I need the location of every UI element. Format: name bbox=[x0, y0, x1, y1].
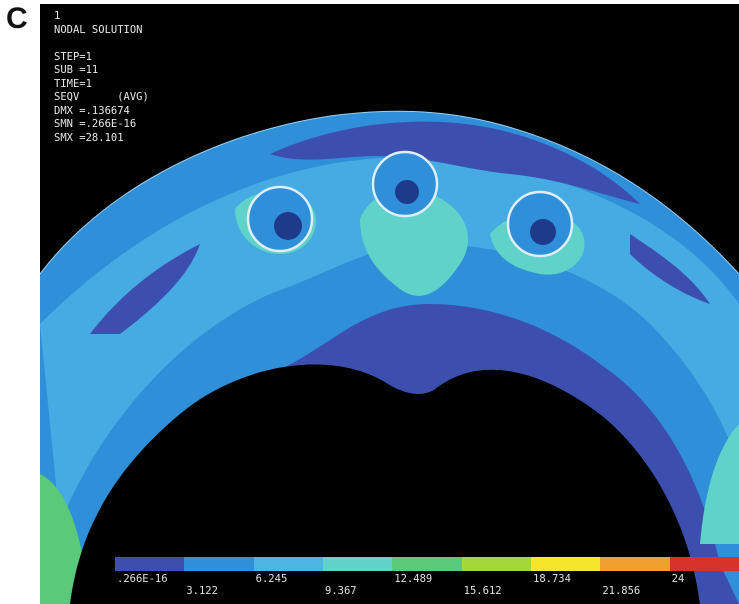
info-line-smx: SMX =28.101 bbox=[54, 131, 124, 144]
legend-label: 12.489 bbox=[394, 573, 433, 585]
legend-label: 9.367 bbox=[325, 585, 357, 597]
solution-title: NODAL SOLUTION bbox=[54, 23, 143, 36]
legend-label: .266E-16 bbox=[117, 573, 168, 585]
legend-label: 18.734 bbox=[533, 573, 571, 585]
fea-viewport[interactable]: 1 NODAL SOLUTION STEP=1 SUB =11 TIME=1 S… bbox=[40, 4, 739, 604]
legend-swatch bbox=[115, 557, 185, 571]
stress-contour-plot bbox=[40, 110, 739, 604]
window-number: 1 bbox=[54, 10, 61, 22]
low-stress-right-patch bbox=[630, 234, 710, 304]
panel-label: C bbox=[6, 2, 28, 35]
legend-swatch bbox=[323, 557, 393, 571]
info-line-time: TIME=1 bbox=[54, 77, 92, 90]
legend-label: 24 bbox=[671, 573, 685, 585]
legend-swatch bbox=[531, 557, 601, 571]
legend-swatch bbox=[184, 557, 255, 571]
legend-label: 6.245 bbox=[255, 573, 288, 585]
info-line-smn: SMN =.266E-16 bbox=[54, 118, 137, 130]
info-line-dmx: DMX =.136674 bbox=[54, 104, 130, 117]
info-line-step: STEP=1 bbox=[54, 50, 92, 63]
implant-left bbox=[246, 185, 314, 253]
legend-swatch bbox=[461, 557, 532, 571]
low-stress-left-patch bbox=[90, 244, 200, 334]
implant-right bbox=[506, 190, 574, 258]
legend-swatch bbox=[253, 557, 324, 571]
info-line-sub: SUB =11 bbox=[54, 64, 99, 76]
legend-swatch bbox=[600, 557, 671, 571]
arch-outline bbox=[40, 110, 739, 275]
legend-swatch bbox=[669, 557, 739, 571]
solution-info: 1 NODAL SOLUTION STEP=1 SUB =11 TIME=1 S… bbox=[54, 10, 149, 145]
low-stress-top-patch bbox=[270, 121, 640, 204]
legend-swatch bbox=[392, 557, 463, 571]
corner-stress-right bbox=[700, 424, 739, 544]
high-stress-zone-center bbox=[360, 189, 469, 296]
info-line-seqv: SEQV (AVG) bbox=[54, 91, 149, 103]
legend-label: 21.856 bbox=[602, 585, 641, 597]
legend-label: 3.122 bbox=[186, 585, 218, 597]
legend-label: 15.612 bbox=[463, 585, 502, 597]
implant-center bbox=[371, 150, 439, 218]
